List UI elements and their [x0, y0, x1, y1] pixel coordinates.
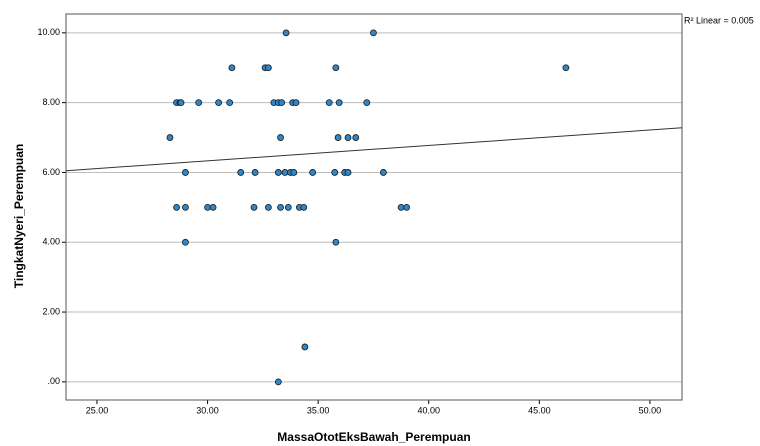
point	[398, 204, 404, 210]
y-tick-label: 8.00	[42, 97, 60, 107]
point	[275, 169, 281, 175]
point	[332, 169, 338, 175]
point	[265, 204, 271, 210]
chart: MassaOtotEksBawah_Perempuan TingkatNyeri…	[0, 0, 760, 446]
point	[353, 135, 359, 141]
y-tick-label: 6.00	[42, 167, 60, 177]
x-tick-label: 50.00	[639, 405, 662, 415]
point	[563, 65, 569, 71]
point	[216, 100, 222, 106]
point	[285, 204, 291, 210]
y-axis-title: TingkatNyeri_Perempuan	[12, 144, 26, 289]
point	[182, 204, 188, 210]
x-tick-label: 35.00	[307, 405, 330, 415]
point	[196, 100, 202, 106]
point	[333, 65, 339, 71]
point	[282, 169, 288, 175]
x-tick-label: 40.00	[417, 405, 440, 415]
point	[302, 344, 308, 350]
point	[301, 204, 307, 210]
point	[178, 100, 184, 106]
plot-frame	[66, 14, 682, 400]
x-tick-label: 25.00	[86, 405, 109, 415]
point	[326, 100, 332, 106]
point	[279, 100, 285, 106]
point	[167, 135, 173, 141]
x-tick-label: 45.00	[528, 405, 551, 415]
annotation: R² Linear = 0.005	[684, 15, 754, 25]
point	[404, 204, 410, 210]
y-tick-label: 10.00	[37, 27, 60, 37]
point	[229, 65, 235, 71]
point	[210, 204, 216, 210]
point	[370, 30, 376, 36]
point	[174, 204, 180, 210]
point	[227, 100, 233, 106]
x-axis-title: MassaOtotEksBawah_Perempuan	[277, 430, 470, 444]
point	[364, 100, 370, 106]
point	[278, 204, 284, 210]
fit-line	[66, 128, 682, 171]
point	[278, 135, 284, 141]
point	[182, 169, 188, 175]
point	[291, 169, 297, 175]
y-tick-label: .00	[47, 376, 60, 386]
point	[293, 100, 299, 106]
point	[345, 135, 351, 141]
point	[251, 204, 257, 210]
y-tick-label: 2.00	[42, 306, 60, 316]
point	[238, 169, 244, 175]
point	[205, 204, 211, 210]
point	[333, 239, 339, 245]
point	[335, 135, 341, 141]
point	[310, 169, 316, 175]
point	[345, 169, 351, 175]
point	[182, 239, 188, 245]
x-tick-label: 30.00	[196, 405, 219, 415]
point	[380, 169, 386, 175]
point	[265, 65, 271, 71]
point	[252, 169, 258, 175]
point	[275, 379, 281, 385]
point	[336, 100, 342, 106]
y-tick-label: 4.00	[42, 237, 60, 247]
point	[283, 30, 289, 36]
